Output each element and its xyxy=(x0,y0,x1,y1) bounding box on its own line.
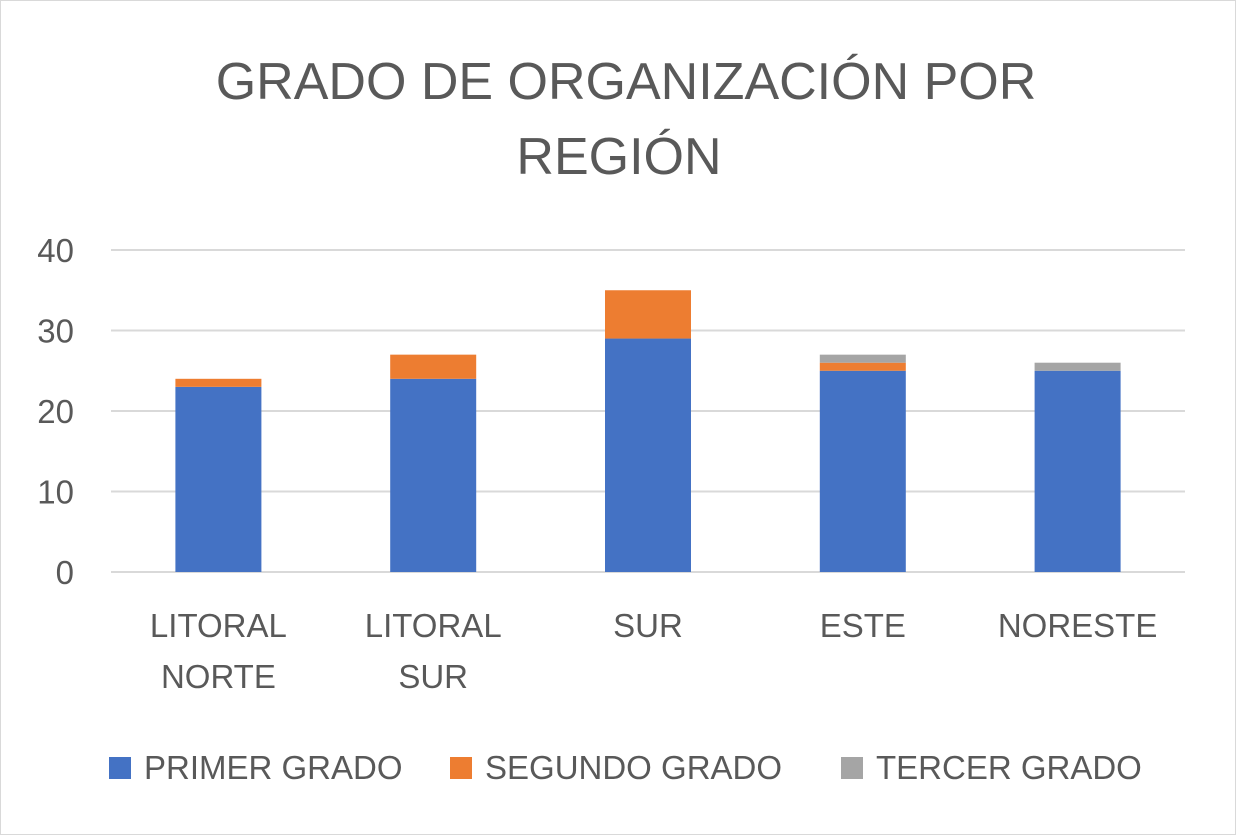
x-category-label: LITORAL xyxy=(150,607,287,644)
bar-2-4 xyxy=(819,362,906,371)
bar-1-5 xyxy=(1034,370,1121,572)
bar-1-3 xyxy=(605,338,691,572)
y-tick-label: 30 xyxy=(37,313,74,350)
bar-2-1 xyxy=(175,378,262,387)
x-category-label: SUR xyxy=(613,607,683,644)
legend-label-2: SEGUNDO GRADO xyxy=(485,749,782,786)
x-axis-labels: LITORAL NORTE LITORAL SUR SUR ESTE NORESTE xyxy=(150,607,1157,695)
y-tick-label: 20 xyxy=(37,393,74,430)
bar-1-4 xyxy=(819,370,906,572)
y-tick-label: 10 xyxy=(37,474,74,511)
x-category-label: SUR xyxy=(398,658,468,695)
bar-3-5 xyxy=(1034,362,1121,371)
bar-1-2 xyxy=(390,378,477,572)
y-tick-label: 0 xyxy=(56,554,74,591)
bar-2-3 xyxy=(605,290,691,339)
legend-swatch-3 xyxy=(841,757,863,779)
chart-title-line-1: GRADO DE ORGANIZACIÓN POR xyxy=(216,53,1037,111)
legend-swatch-2 xyxy=(450,757,472,779)
x-category-label: LITORAL xyxy=(365,607,502,644)
bar-3-4 xyxy=(819,354,906,363)
legend-swatch-1 xyxy=(109,757,131,779)
bar-2-2 xyxy=(390,354,477,379)
chart-title-line-2: REGIÓN xyxy=(516,128,721,186)
x-category-label: ESTE xyxy=(820,607,906,644)
legend-label-1: PRIMER GRADO xyxy=(144,749,403,786)
y-axis-ticks: 0 10 20 30 40 xyxy=(37,232,74,591)
x-category-label: NORTE xyxy=(161,658,276,695)
bars xyxy=(175,290,1121,572)
legend: PRIMER GRADO SEGUNDO GRADO TERCER GRADO xyxy=(109,749,1142,786)
bar-1-1 xyxy=(175,386,262,572)
x-category-label: NORESTE xyxy=(998,607,1158,644)
legend-label-3: TERCER GRADO xyxy=(876,749,1142,786)
y-tick-label: 40 xyxy=(37,232,74,269)
